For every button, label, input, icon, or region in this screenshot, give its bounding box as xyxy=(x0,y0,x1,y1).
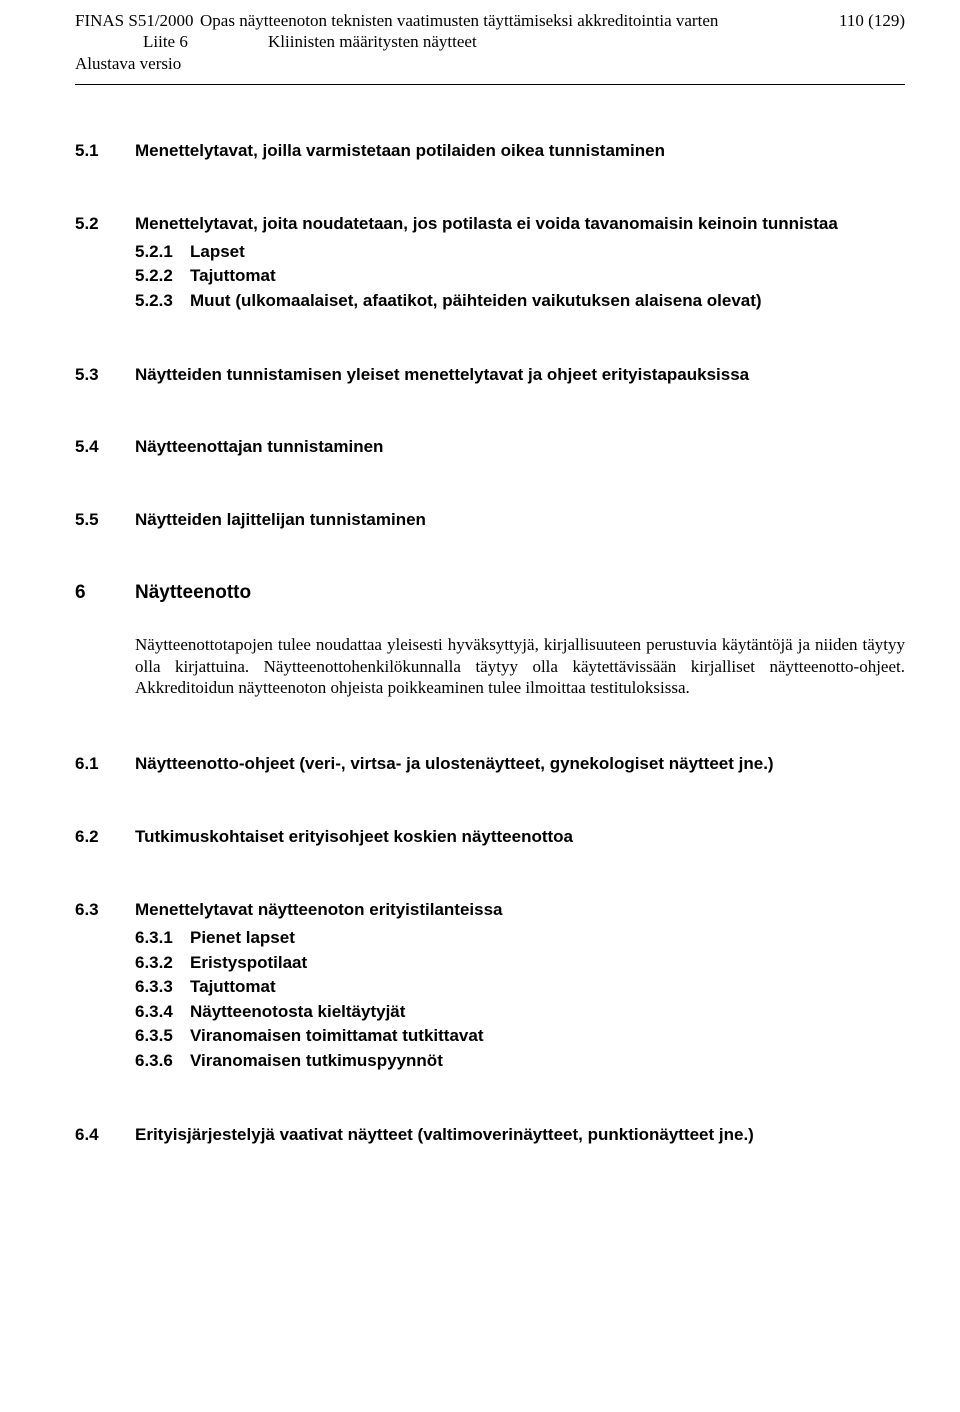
chapter-title: Näytteenotto xyxy=(135,582,251,604)
item-text: Viranomaisen tutkimuspyynnöt xyxy=(190,1049,905,1074)
list-item: 6.3.1 Pienet lapset xyxy=(135,926,905,951)
header-row-2: Liite 6 Kliinisten määritysten näytteet xyxy=(75,31,905,52)
section-number: 5.4 xyxy=(75,436,135,459)
list-item: 5.2.3 Muut (ulkomaalaiset, afaatikot, pä… xyxy=(135,289,905,314)
section-title: Menettelytavat, joilla varmistetaan poti… xyxy=(135,140,905,163)
header-version: Alustava versio xyxy=(75,53,905,74)
item-text: Pienet lapset xyxy=(190,926,905,951)
item-text: Eristyspotilaat xyxy=(190,951,905,976)
list-item: 5.2.2 Tajuttomat xyxy=(135,264,905,289)
item-number: 5.2.1 xyxy=(135,240,190,265)
section-5-3: 5.3 Näytteiden tunnistamisen yleiset men… xyxy=(75,364,905,387)
page-header: FINAS S51/2000 Opas näytteenoton teknist… xyxy=(75,10,905,85)
section-6-3: 6.3 Menettelytavat näytteenoton erityist… xyxy=(75,899,905,922)
section-title: Näytteenottajan tunnistaminen xyxy=(135,436,905,459)
list-item: 6.3.5 Viranomaisen toimittamat tutkittav… xyxy=(135,1024,905,1049)
section-number: 6.3 xyxy=(75,899,135,922)
page: FINAS S51/2000 Opas näytteenoton teknist… xyxy=(0,0,960,1412)
item-number: 6.3.3 xyxy=(135,975,190,1000)
section-title: Menettelytavat, joita noudatetaan, jos p… xyxy=(135,213,905,236)
chapter-6: 6 Näytteenotto xyxy=(75,582,905,604)
section-number: 6.1 xyxy=(75,753,135,776)
list-item: 6.3.6 Viranomaisen tutkimuspyynnöt xyxy=(135,1049,905,1074)
section-6-4: 6.4 Erityisjärjestelyjä vaativat näyttee… xyxy=(75,1124,905,1147)
section-title: Näytteiden tunnistamisen yleiset menette… xyxy=(135,364,905,387)
section-number: 5.3 xyxy=(75,364,135,387)
section-5-5: 5.5 Näytteiden lajittelijan tunnistamine… xyxy=(75,509,905,532)
section-number: 5.1 xyxy=(75,140,135,163)
header-doc-title: Opas näytteenoton teknisten vaatimusten … xyxy=(200,10,815,31)
list-item: 5.2.1 Lapset xyxy=(135,240,905,265)
section-5-1: 5.1 Menettelytavat, joilla varmistetaan … xyxy=(75,140,905,163)
chapter-6-body: Näytteenottotapojen tulee noudattaa ylei… xyxy=(135,634,905,698)
section-number: 5.2 xyxy=(75,213,135,236)
section-title: Näytteiden lajittelijan tunnistaminen xyxy=(135,509,905,532)
header-row-1: FINAS S51/2000 Opas näytteenoton teknist… xyxy=(75,10,905,31)
list-item: 6.3.2 Eristyspotilaat xyxy=(135,951,905,976)
item-text: Muut (ulkomaalaiset, afaatikot, päihteid… xyxy=(190,289,905,314)
section-number: 5.5 xyxy=(75,509,135,532)
section-title: Erityisjärjestelyjä vaativat näytteet (v… xyxy=(135,1124,905,1147)
list-item: 6.3.4 Näytteenotosta kieltäytyjät xyxy=(135,1000,905,1025)
item-text: Lapset xyxy=(190,240,905,265)
item-number: 6.3.4 xyxy=(135,1000,190,1025)
item-number: 6.3.6 xyxy=(135,1049,190,1074)
item-text: Viranomaisen toimittamat tutkittavat xyxy=(190,1024,905,1049)
section-5-2: 5.2 Menettelytavat, joita noudatetaan, j… xyxy=(75,213,905,236)
item-text: Näytteenotosta kieltäytyjät xyxy=(190,1000,905,1025)
section-6-1: 6.1 Näytteenotto-ohjeet (veri-, virtsa- … xyxy=(75,753,905,776)
header-doc-id: FINAS S51/2000 xyxy=(75,10,200,31)
item-text: Tajuttomat xyxy=(190,975,905,1000)
item-number: 6.3.2 xyxy=(135,951,190,976)
section-5-2-items: 5.2.1 Lapset 5.2.2 Tajuttomat 5.2.3 Muut… xyxy=(75,240,905,314)
section-5-4: 5.4 Näytteenottajan tunnistaminen xyxy=(75,436,905,459)
item-text: Tajuttomat xyxy=(190,264,905,289)
header-appendix-title: Kliinisten määritysten näytteet xyxy=(268,31,815,52)
section-6-2: 6.2 Tutkimuskohtaiset erityisohjeet kosk… xyxy=(75,826,905,849)
header-page-number: 110 (129) xyxy=(815,10,905,31)
item-number: 5.2.3 xyxy=(135,289,190,314)
section-number: 6.4 xyxy=(75,1124,135,1147)
list-item: 6.3.3 Tajuttomat xyxy=(135,975,905,1000)
content-body: 5.1 Menettelytavat, joilla varmistetaan … xyxy=(75,85,905,1147)
section-title: Menettelytavat näytteenoton erityistilan… xyxy=(135,899,905,922)
section-title: Tutkimuskohtaiset erityisohjeet koskien … xyxy=(135,826,905,849)
item-number: 6.3.1 xyxy=(135,926,190,951)
item-number: 6.3.5 xyxy=(135,1024,190,1049)
section-6-3-items: 6.3.1 Pienet lapset 6.3.2 Eristyspotilaa… xyxy=(75,926,905,1074)
chapter-number: 6 xyxy=(75,582,135,604)
section-number: 6.2 xyxy=(75,826,135,849)
header-appendix: Liite 6 xyxy=(75,31,268,52)
item-number: 5.2.2 xyxy=(135,264,190,289)
section-title: Näytteenotto-ohjeet (veri-, virtsa- ja u… xyxy=(135,753,905,776)
